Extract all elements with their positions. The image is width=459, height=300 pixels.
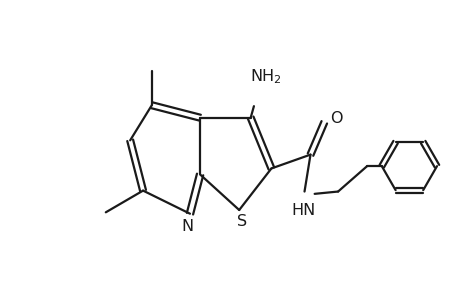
Text: S: S <box>237 214 247 229</box>
Text: NH$_2$: NH$_2$ <box>249 68 280 86</box>
Text: O: O <box>329 111 341 126</box>
Text: N: N <box>181 219 193 234</box>
Text: HN: HN <box>291 203 314 218</box>
